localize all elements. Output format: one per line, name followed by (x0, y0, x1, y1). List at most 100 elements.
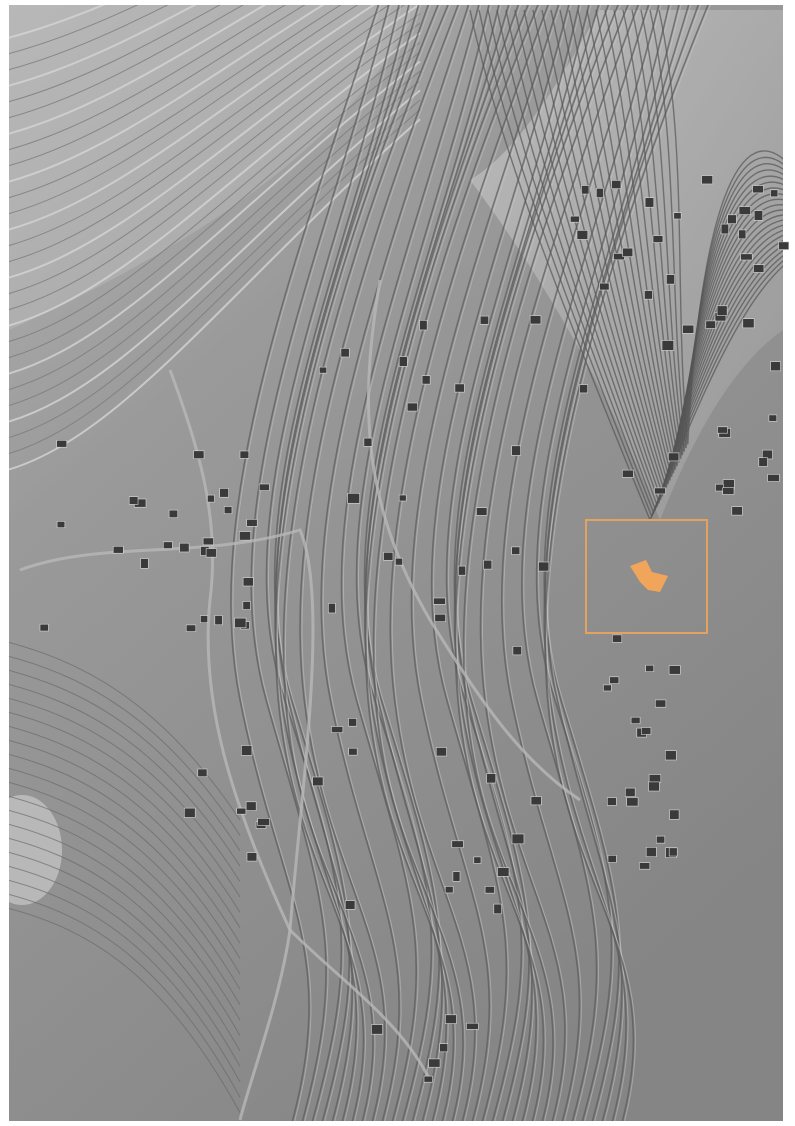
contour-edge (482, 5, 642, 1121)
building (673, 212, 682, 220)
contour-line (543, 5, 680, 1121)
contour-line (9, 669, 241, 852)
building (56, 521, 66, 529)
building (753, 264, 765, 273)
building (398, 494, 407, 502)
ridge-contour (496, 9, 783, 512)
building (603, 684, 612, 692)
building (609, 676, 620, 684)
building (668, 665, 681, 675)
building (344, 900, 356, 910)
building (444, 886, 454, 894)
building (371, 1024, 383, 1035)
contour-edge (232, 5, 382, 1121)
contour-line (9, 109, 421, 454)
building (511, 546, 521, 555)
contour-edge (391, 5, 552, 1121)
building (348, 718, 358, 727)
contour-line (410, 5, 560, 1121)
building (223, 506, 233, 514)
ridge-contour (631, 9, 783, 456)
contour-edge (252, 5, 392, 1121)
contour-line (265, 5, 400, 1121)
highlight-box (585, 519, 708, 634)
ridge-contour (559, 9, 783, 485)
contour-edge (456, 5, 621, 1121)
building (493, 903, 502, 915)
contour-line (372, 5, 539, 1121)
contour-line (9, 753, 241, 944)
building (529, 315, 542, 325)
building (682, 324, 695, 334)
building (452, 871, 461, 882)
building (645, 846, 657, 858)
ridge-contour (613, 9, 783, 463)
building (163, 541, 173, 549)
building (645, 664, 655, 672)
building (607, 854, 617, 863)
building (419, 319, 428, 331)
building (205, 548, 217, 558)
building (738, 206, 751, 215)
building (770, 189, 779, 198)
contour-line (9, 118, 421, 471)
contour-edge (413, 5, 562, 1121)
building (473, 856, 482, 864)
contour-line (9, 5, 421, 279)
building (701, 175, 713, 185)
building (383, 551, 394, 561)
building (595, 188, 604, 198)
building (720, 223, 730, 235)
building (644, 197, 655, 208)
building (576, 230, 589, 240)
building (428, 1058, 441, 1068)
building (579, 384, 588, 394)
building (476, 507, 488, 516)
contour-line (501, 5, 650, 1121)
contour-line (9, 655, 241, 836)
building (236, 807, 247, 815)
building (727, 214, 737, 224)
path-trail (367, 279, 581, 802)
left-mound (9, 795, 62, 905)
building (731, 506, 743, 516)
building (242, 601, 251, 610)
building (439, 1043, 449, 1053)
building (581, 185, 590, 195)
building (433, 597, 446, 605)
contour-edge (322, 5, 472, 1121)
ridge-contour (658, 9, 783, 445)
building (705, 320, 716, 329)
building (655, 835, 666, 844)
contour-line (9, 22, 421, 310)
contour-edge (433, 5, 572, 1121)
building (722, 487, 735, 495)
building (661, 340, 675, 351)
building (242, 577, 254, 587)
contour-line (9, 907, 241, 1113)
building (466, 1022, 479, 1030)
contour-edge (465, 5, 631, 1121)
contour-line (9, 13, 421, 294)
building (112, 545, 124, 554)
building (644, 290, 653, 300)
building (202, 537, 214, 546)
building (406, 402, 418, 412)
building (511, 833, 525, 845)
contour-line (479, 5, 639, 1121)
building (668, 847, 678, 857)
contour-line (9, 5, 390, 247)
building (612, 634, 623, 643)
building (648, 781, 660, 792)
contour-line (9, 893, 241, 1098)
contour-line (462, 5, 629, 1121)
building (622, 247, 634, 257)
building (219, 488, 229, 498)
contour-line (9, 60, 421, 375)
contour-line (9, 5, 342, 199)
contour-line (9, 70, 421, 390)
contour-line (9, 41, 421, 342)
building (200, 615, 208, 623)
